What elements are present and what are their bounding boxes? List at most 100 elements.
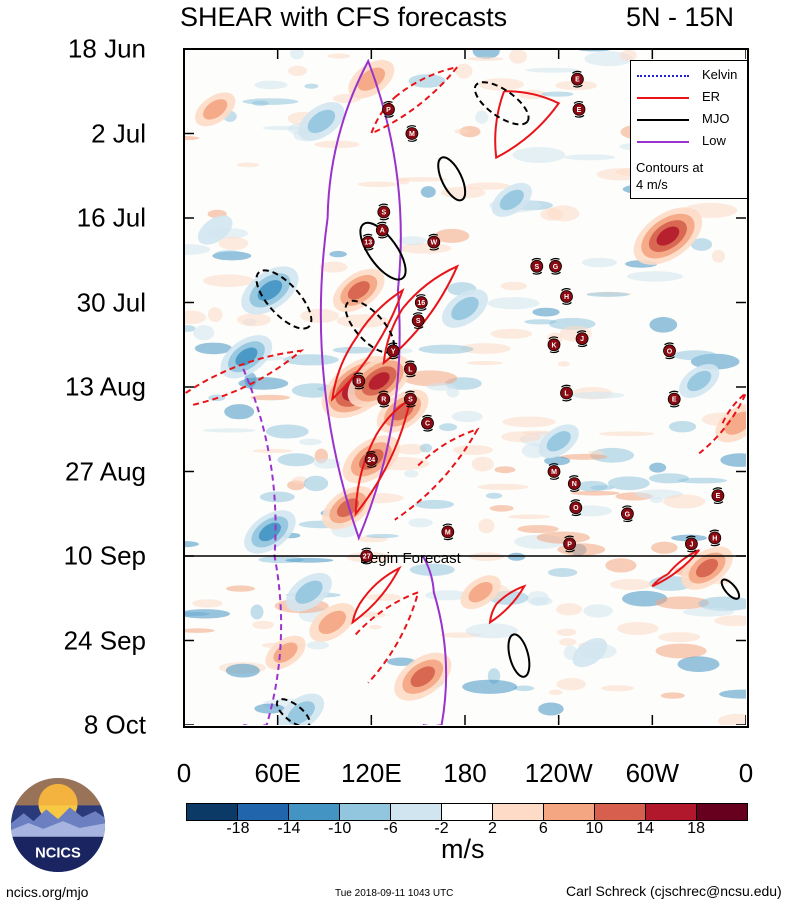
storm-marker-label: Y [391,348,396,355]
shear-noise-patch [605,558,637,573]
storm-marker-dot [560,290,573,303]
shear-noise-patch [288,65,307,76]
shear-noise-patch [462,679,518,694]
storm-marker-dot [377,392,391,406]
shear-noise-patch [290,49,304,60]
storm-marker-swirl [576,330,588,348]
shear-noise-patch [609,579,653,590]
colorbar-cell [493,804,544,820]
storm-marker-label: B [356,379,361,386]
shear-noise-patch [719,689,746,699]
shear-noise-patch [193,325,215,341]
shear-noise-patch [455,63,473,79]
colorbar-cell [544,804,595,820]
legend-item-low: Low [637,133,743,149]
storm-marker-swirl [668,390,680,408]
storm-marker: H [708,529,722,547]
storm-marker: P [382,100,395,118]
storm-marker-swirl [422,414,433,432]
shear-noise-patch [226,585,255,592]
colorbar-cell [187,804,238,820]
storm-marker-swirl [664,342,675,360]
mjo-contour-neg [255,269,313,330]
storm-marker: M [441,523,455,541]
storm-marker-dot [360,549,374,563]
shear-noise-patch [254,80,288,90]
storm-marker-dot [421,416,434,430]
shear-noise-patch [717,713,746,725]
storm-marker-label: R [381,397,386,404]
shear-noise-patch [207,307,223,322]
shear-noise-patch [590,485,614,491]
storm-marker: S [411,312,425,330]
storm-marker: S [403,390,417,408]
storm-marker: L [403,360,417,378]
shear-anomaly-blob [572,637,608,668]
colorbar-cell [595,804,646,820]
shear-noise-patch [184,310,207,325]
shear-noise-patch [452,445,494,455]
shear-noise-patch [655,643,707,659]
storm-marker-swirl [686,535,697,553]
storm-marker-dot [352,374,366,388]
storm-marker-swirl [442,523,454,541]
shear-noise-patch [541,91,574,97]
colorbar-cell [289,804,340,820]
shear-noise-patch [559,638,577,646]
storm-marker-swirl [415,294,427,311]
storm-marker-swirl [570,499,582,517]
shear-noise-patch [415,499,454,509]
y-tick-label: 2 Jul [91,118,146,148]
shear-noise-patch [586,292,630,297]
shear-anomaly-blob [468,582,493,603]
storm-marker-dot [547,338,561,352]
shear-noise-patch [540,208,564,221]
storm-marker-swirl [405,360,416,378]
legend-swatch-low [637,141,689,143]
shear-noise-patch [556,628,577,636]
legend-label-er: ER [702,89,721,104]
storm-marker: J [684,535,698,553]
storm-marker-label: S [534,264,539,271]
colorbar-tick-label: 10 [585,820,604,837]
shear-noise-patch [277,453,315,467]
storm-marker-swirl [712,487,724,505]
x-tick-label: 120E [340,758,402,788]
y-tick-label: 8 Oct [83,709,146,740]
shear-noise-patch [650,497,663,504]
storm-marker-swirl [378,203,390,221]
shear-noise-patch [203,274,254,287]
storm-marker: G [549,257,562,275]
low-contour-neg [242,368,283,725]
shear-noise-patch [544,456,571,466]
shear-noise-patch [224,404,255,420]
colorbar-cell [391,804,442,820]
mjo-contour-pos [507,633,531,678]
shear-noise-patch [475,110,489,124]
x-tick-label: 120W [524,758,593,788]
storm-marker-swirl [378,390,390,408]
storm-marker: J [575,330,589,348]
shear-noise-patch [184,628,215,633]
storm-marker: G [620,505,634,523]
shear-noise-patch [617,622,659,635]
shear-noise-patch [538,702,564,716]
storm-marker: 27 [360,547,374,565]
storm-marker-label: S [381,210,386,217]
storm-marker-swirl [406,125,418,142]
storm-marker-label: H [712,535,717,542]
shear-noise-patch [502,416,556,428]
storm-marker-swirl [568,475,580,492]
shear-noise-patch [304,83,319,89]
legend-note: Contours at 4 m/s [636,159,703,193]
shear-noise-patch [252,448,293,453]
storm-marker-swirl [405,390,416,408]
storm-marker-dot [427,235,441,249]
storm-marker-dot [684,537,698,551]
shear-noise-patch [536,531,590,544]
shear-noise-patch [466,182,511,190]
mjo-contour-pos [437,156,467,202]
storm-marker-dot [570,72,584,86]
x-tick-label: 180 [443,758,487,788]
er-contour-neg [394,427,480,521]
